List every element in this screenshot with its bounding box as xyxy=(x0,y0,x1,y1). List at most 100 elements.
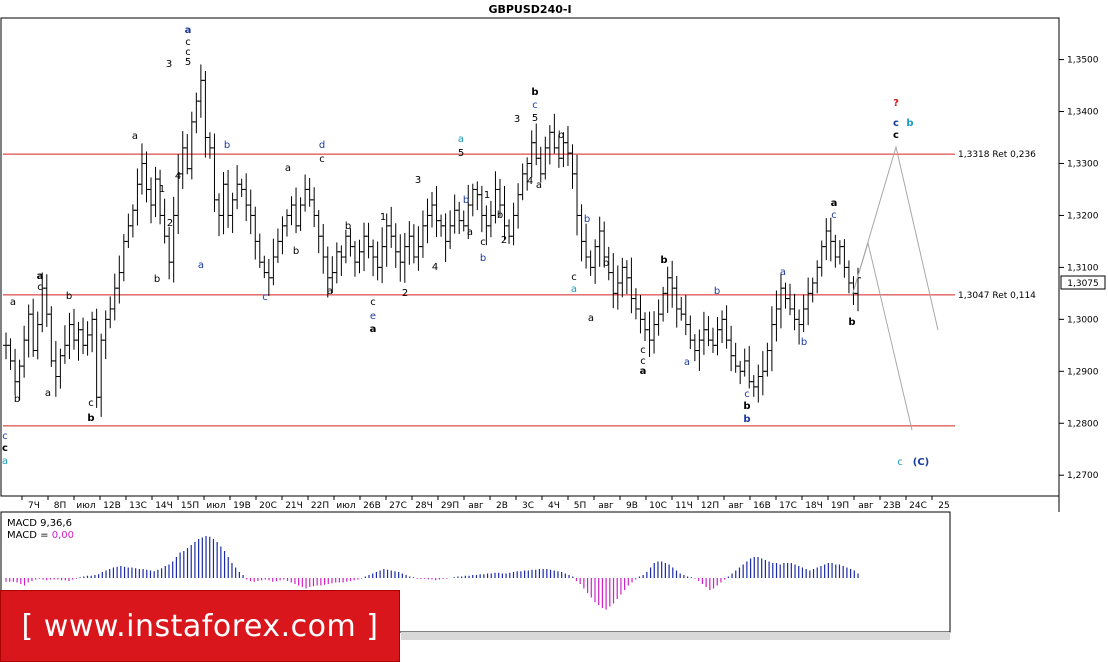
x-tick-label: 8П xyxy=(54,501,67,511)
x-tick-label: 12В xyxy=(103,501,121,511)
wave-label: 3 xyxy=(514,114,520,125)
level-label: 1,3318 Ret 0,236 xyxy=(958,150,1036,160)
x-tick-label: 27С xyxy=(389,501,407,511)
x-tick-label: 18Ч xyxy=(805,501,823,511)
y-tick-label: 1,2800 xyxy=(1067,419,1099,429)
wave-label: c xyxy=(640,345,646,356)
wave-label: a xyxy=(132,131,138,142)
macd-bottom-hatch xyxy=(401,632,950,640)
wave-label: b xyxy=(154,274,160,285)
wave-label: 4 xyxy=(527,176,533,187)
x-tick-label: 7Ч xyxy=(28,501,40,511)
x-tick-label: авг xyxy=(468,501,484,511)
wave-label: a xyxy=(370,324,377,335)
y-tick-label: 1,3200 xyxy=(1067,211,1099,221)
level-label: 1,3047 Ret 0,114 xyxy=(958,291,1036,301)
last-price-badge: 1,3075 xyxy=(1060,275,1106,290)
wave-label: 5 xyxy=(458,148,464,159)
wave-label: c xyxy=(571,272,577,283)
x-tick-label: авг xyxy=(858,501,874,511)
wave-label: a xyxy=(571,284,577,295)
x-tick-label: июл xyxy=(206,501,225,511)
last-price-box xyxy=(1060,275,1106,290)
wave-label: 1 xyxy=(380,212,386,223)
wave-label: b xyxy=(743,414,750,425)
wave-label: b xyxy=(531,87,538,98)
wave-label: b xyxy=(87,413,94,424)
wave-label: c xyxy=(37,282,43,293)
x-tick-label: 9В xyxy=(626,501,638,511)
wave-label: c xyxy=(262,292,268,303)
macd-title: MACD 9,36,6 xyxy=(7,518,72,529)
x-tick-label: 3С xyxy=(522,501,534,511)
wave-label: b xyxy=(558,130,564,141)
wave-label: c xyxy=(831,210,837,221)
x-tick-label: авг xyxy=(728,501,744,511)
price-axis: 1,3500 1,3400 1,3300 1,3200 1,3100 1,3000 1,29… xyxy=(1059,56,1099,481)
wave-label: b xyxy=(801,337,807,348)
instaforex-banner[interactable]: [ www.instaforex.com ] xyxy=(0,590,400,662)
x-tick-label: 14Ч xyxy=(155,501,173,511)
retracement-levels: 1,3318 Ret 0,236 1,3047 Ret 0,114 xyxy=(3,150,1036,427)
x-tick-label: 25 xyxy=(938,501,949,511)
wave-label: a xyxy=(684,357,690,368)
wave-label: b xyxy=(14,394,20,405)
wave-label: a xyxy=(10,297,16,308)
wave-label: a xyxy=(458,134,464,145)
x-tick-label: 4Ч xyxy=(548,501,560,511)
wave-label: c xyxy=(744,389,750,400)
x-tick-label: июл xyxy=(336,501,355,511)
wave-label: c xyxy=(480,237,486,248)
wave-label: 1 xyxy=(159,184,165,195)
wave-label: a xyxy=(2,456,8,467)
y-tick-label: 1,3300 xyxy=(1067,159,1099,169)
wave-label: c xyxy=(893,118,899,129)
x-tick-label: 29П xyxy=(441,501,459,511)
wave-label: a xyxy=(285,163,291,174)
main-plot-frame xyxy=(0,17,1060,497)
wave-label: 2 xyxy=(402,288,408,299)
y-tick-label: 1,3100 xyxy=(1067,263,1099,273)
x-tick-label: 16В xyxy=(753,501,771,511)
wave-label: ? xyxy=(893,98,899,109)
wave-label: c xyxy=(370,297,376,308)
wave-label: (C) xyxy=(913,457,929,468)
wave-label: b xyxy=(660,255,667,266)
x-tick-label: 2В xyxy=(496,501,508,511)
x-tick-label: 20С xyxy=(259,501,277,511)
wave-label: c xyxy=(897,457,903,468)
wave-label: a xyxy=(536,180,542,191)
last-price-text: 1,3075 xyxy=(1067,279,1099,289)
wave-label: a xyxy=(780,267,786,278)
y-tick-label: 1,2900 xyxy=(1067,367,1099,377)
wave-label: c xyxy=(893,130,899,141)
wave-label: b xyxy=(584,214,590,225)
wave-label: c xyxy=(2,431,8,442)
wave-label: b xyxy=(293,246,299,257)
wave-label: c xyxy=(640,356,646,367)
x-tick-label: 24С xyxy=(909,501,927,511)
x-tick-label: 22П xyxy=(311,501,329,511)
wave-label: a xyxy=(588,313,594,324)
wave-label: a xyxy=(45,388,51,399)
wave-label: b xyxy=(714,286,720,297)
wave-label: 5 xyxy=(532,113,538,124)
wave-label: b xyxy=(66,291,72,302)
price-bars xyxy=(3,64,861,417)
chart-title: GBPUSD240-I xyxy=(488,3,571,16)
macd-value-prefix: MACD = xyxy=(7,530,52,541)
forecast-path xyxy=(851,241,913,431)
macd-histogram xyxy=(5,536,859,610)
x-tick-label: 26В xyxy=(363,501,381,511)
banner-text: [ www.instaforex.com ] xyxy=(21,608,379,644)
wave-label: c xyxy=(319,154,325,165)
wave-label: b xyxy=(497,210,503,221)
wave-label: 3 xyxy=(415,175,421,186)
wave-label: a xyxy=(831,198,838,209)
time-axis: 7Ч 8П июл 12В 13С 14Ч 15П июл 19В 20С 21Ч 22П июл 26В… xyxy=(21,496,950,511)
wave-label: 1 xyxy=(484,190,490,201)
y-tick-label: 1,3000 xyxy=(1067,315,1099,325)
wave-label: b xyxy=(345,221,351,232)
wave-label: b xyxy=(480,253,486,264)
